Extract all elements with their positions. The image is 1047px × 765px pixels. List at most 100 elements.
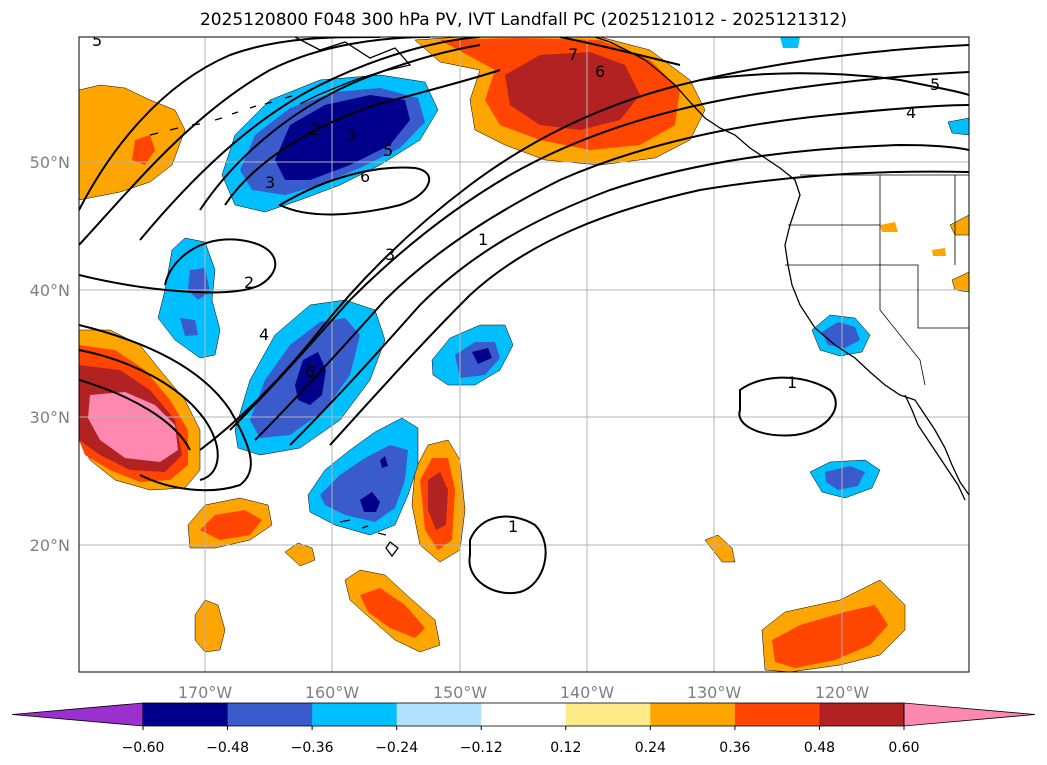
contour-19 — [468, 515, 547, 595]
contour-label: 3 — [346, 125, 356, 144]
contour-4 — [139, 37, 481, 241]
colorbar-tick-label: 0.36 — [719, 740, 750, 756]
lon-tick-label: 130°W — [687, 683, 742, 702]
colorbar-bin — [227, 703, 313, 726]
positive-field-goa-3 — [505, 52, 640, 130]
colorbar-bin — [143, 703, 229, 726]
colorbar-bin — [565, 703, 651, 726]
contour-labels: 5 2 3 5 6 3 1 2 4 6 7 6 5 4 1 1 3 — [92, 31, 940, 536]
contour-label: 6 — [360, 167, 370, 186]
contour-17 — [699, 72, 969, 96]
chart-title: 2025120800 F048 300 hPa PV, IVT Landfall… — [199, 10, 847, 30]
colorbar-bin — [734, 703, 820, 726]
contour-13 — [254, 104, 969, 441]
negative-field-ne — [947, 117, 969, 136]
negative-field-wc-2 — [180, 318, 198, 336]
colorbar-bin — [650, 703, 736, 726]
contour-15 — [329, 170, 969, 446]
map-frame — [78, 36, 970, 673]
contour-1 — [79, 37, 381, 211]
contour-label: 3 — [385, 245, 395, 264]
colorbar-tick-labels: −0.60 −0.48 −0.36 −0.24 −0.12 0.12 0.24 0.36 0.4… — [122, 726, 920, 756]
contour-label: 6 — [305, 362, 315, 381]
lat-tick-label: 50°N — [30, 153, 70, 172]
alaska-coast — [294, 37, 412, 105]
colorbar — [11, 702, 1036, 727]
lat-tick-label: 20°N — [30, 536, 70, 555]
wa-or-border — [788, 224, 881, 265]
contour-label: 1 — [478, 230, 488, 249]
positive-field-j — [880, 222, 898, 232]
colorbar-bin — [312, 703, 398, 726]
lon-tick-label: 170°W — [178, 683, 233, 702]
contour-label: 5 — [930, 75, 940, 94]
baja-coast — [904, 394, 966, 501]
hawaii — [339, 519, 399, 558]
colorbar-tick-label: 0.12 — [550, 740, 581, 756]
contour-label: 1 — [508, 517, 518, 536]
colorbar-tick-label: −0.12 — [460, 740, 503, 756]
colorbar-tick-label: −0.36 — [291, 740, 334, 756]
negative-field-baja-2 — [825, 466, 865, 490]
positive-field-a-core — [200, 510, 262, 540]
colorbar-bin — [481, 703, 567, 726]
contour-label: 5 — [383, 141, 393, 160]
lon-tick-label: 160°W — [305, 683, 360, 702]
negative-field-hi-4 — [380, 456, 388, 468]
negative-field-npac-top — [780, 37, 800, 48]
positive-field-b — [284, 542, 316, 567]
contour-9 — [79, 349, 219, 481]
colorbar-tick-label: 0.60 — [888, 740, 919, 756]
shaded-fields — [79, 37, 969, 672]
contour-2 — [79, 37, 431, 246]
positive-field-e-3 — [428, 472, 448, 530]
lon-tick-label: 120°W — [815, 683, 870, 702]
contour-3 — [79, 238, 277, 294]
id-border — [879, 175, 956, 265]
colorbar-bin — [819, 703, 905, 726]
positive-field-f — [704, 534, 736, 563]
contour-14 — [289, 143, 969, 446]
contour-7 — [277, 166, 431, 216]
positive-field-c — [194, 599, 226, 653]
or-ca-border — [785, 264, 969, 329]
colorbar-extend-min — [11, 702, 144, 727]
positive-field-nw-core — [132, 135, 155, 165]
contour-label: 3 — [265, 173, 275, 192]
colorbar-extend-max — [903, 702, 1036, 727]
negative-field-npac-3 — [275, 95, 410, 180]
contour-label: 5 — [92, 31, 102, 50]
contour-16 — [559, 37, 681, 66]
positive-field-h — [949, 214, 969, 236]
colorbar-bin — [396, 703, 482, 726]
positive-field-d-core — [360, 588, 425, 638]
contour-5 — [199, 44, 481, 211]
positive-field-i — [951, 271, 969, 293]
contour-label: 4 — [906, 103, 916, 122]
contour-label: 6 — [595, 62, 605, 81]
contour-label: 7 — [568, 45, 578, 64]
lon-tick-label: 140°W — [560, 683, 615, 702]
negative-field-hi-3 — [360, 492, 380, 512]
ca-nv-border — [879, 265, 926, 386]
positive-field-sw-4 — [88, 392, 178, 462]
contour-12 — [229, 71, 969, 431]
lon-tick-labels: 170°W 160°W 150°W 140°W 130°W 120°W — [178, 683, 870, 702]
negative-field-wc — [157, 237, 221, 359]
colorbar-tick-label: 0.48 — [804, 740, 835, 756]
lon-tick-label: 150°W — [433, 683, 488, 702]
ivt-contours — [79, 37, 969, 595]
negative-field-eh-3 — [472, 348, 492, 364]
contour-10 — [79, 379, 191, 451]
contour-label: 2 — [310, 120, 320, 139]
map-area: 5 2 3 5 6 3 1 2 4 6 7 6 5 4 1 1 3 — [79, 31, 969, 672]
contour-label: 4 — [259, 325, 269, 344]
contour-8 — [79, 324, 252, 492]
lat-tick-labels: 50°N 40°N 30°N 20°N — [30, 153, 70, 555]
contour-6 — [224, 69, 501, 206]
contour-18 — [738, 376, 837, 437]
colorbar-tick-label: −0.24 — [375, 740, 418, 756]
contour-label: 2 — [244, 273, 254, 292]
contour-label: 1 — [787, 373, 797, 392]
